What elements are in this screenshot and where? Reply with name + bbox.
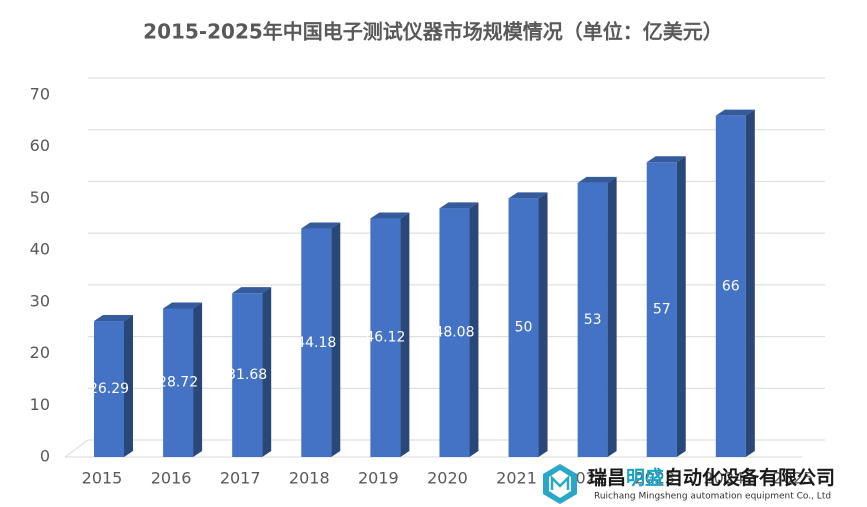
y-tick-label: 60 <box>30 136 50 155</box>
bar-side <box>124 315 133 457</box>
bar-side <box>262 287 272 457</box>
bar-front <box>577 182 608 457</box>
bar-front <box>439 208 470 457</box>
bar <box>163 302 203 457</box>
bar-top <box>232 287 272 294</box>
bar-top <box>163 302 203 309</box>
bar-top <box>508 192 548 199</box>
bar-front <box>232 293 263 457</box>
data-label: 57 <box>653 302 671 318</box>
bar-front <box>163 308 194 457</box>
data-label: 48.08 <box>434 325 474 341</box>
bar-front <box>646 162 677 457</box>
data-label: 66 <box>722 278 740 294</box>
bar-front <box>508 198 539 457</box>
data-label: 26.29 <box>89 381 129 397</box>
bar-top <box>94 315 133 322</box>
bar-front <box>715 115 746 457</box>
data-label: 50 <box>515 320 533 336</box>
watermark-name-part: 瑞昌 <box>588 466 626 489</box>
bar <box>577 176 617 457</box>
x-tick-label: 2016 <box>151 469 192 488</box>
bar-top <box>715 109 755 116</box>
bar-front <box>301 228 332 457</box>
floor-edge <box>64 439 89 458</box>
bar-front <box>370 218 401 457</box>
bar <box>232 287 272 457</box>
bar <box>715 109 755 457</box>
watermark-name-part: 自动化设备有限公司 <box>664 466 835 489</box>
data-label: 28.72 <box>158 375 198 391</box>
x-tick-label: 2019 <box>358 469 399 488</box>
bar <box>94 315 133 457</box>
bar-side <box>331 222 341 457</box>
bar <box>301 222 341 457</box>
x-tick-label: 2020 <box>427 469 468 488</box>
x-tick-label: 2023 <box>634 469 675 488</box>
bar-top <box>439 202 479 209</box>
watermark-logo-inner <box>549 470 571 498</box>
bar-side <box>469 202 479 457</box>
bar-top <box>301 222 341 229</box>
x-tick-label: 2017 <box>220 469 261 488</box>
bar-top <box>577 176 617 183</box>
x-tick-label: 2025 <box>773 469 814 488</box>
bar-side <box>745 109 755 457</box>
data-label: 44.18 <box>296 335 336 351</box>
y-tick-label: 50 <box>30 188 50 207</box>
watermark: 瑞昌明盛自动化设备有限公司 Ruichang Mingsheng automati… <box>543 464 835 504</box>
y-tick-label: 40 <box>30 240 50 259</box>
watermark-name: 瑞昌明盛自动化设备有限公司 <box>588 466 835 489</box>
chart-title: 2015-2025年中国电子测试仪器市场规模情况（单位：亿美元） <box>143 20 723 44</box>
bar-side <box>538 192 548 457</box>
bar <box>508 192 548 457</box>
y-tick-label: 10 <box>30 395 50 414</box>
bar-front <box>94 321 124 457</box>
watermark-logo-mark <box>550 474 570 490</box>
y-tick-label: 70 <box>30 85 50 104</box>
y-tick-label: 0 <box>40 447 50 466</box>
x-tick-label: 2015 <box>82 469 123 488</box>
x-tick-label: 2024 <box>703 469 744 488</box>
bar-side <box>607 176 617 457</box>
bar-side <box>400 212 410 457</box>
x-tick-label: 2021 <box>496 469 537 488</box>
bar-top <box>370 212 410 219</box>
data-label: 53 <box>584 312 602 328</box>
data-label: 46.12 <box>365 330 405 346</box>
watermark-english: Ruichang Mingsheng automation equipment … <box>594 492 831 502</box>
data-label: 31.68 <box>227 367 267 383</box>
bar <box>370 212 410 457</box>
watermark-name-part: 明盛 <box>626 466 664 489</box>
y-tick-label: 30 <box>30 291 50 310</box>
bar-top <box>646 156 686 163</box>
x-tick-label: 2018 <box>289 469 330 488</box>
bar-side <box>193 302 203 457</box>
y-tick-label: 20 <box>30 343 50 362</box>
bar <box>439 202 479 457</box>
bar-side <box>676 156 686 457</box>
bar <box>646 156 686 457</box>
